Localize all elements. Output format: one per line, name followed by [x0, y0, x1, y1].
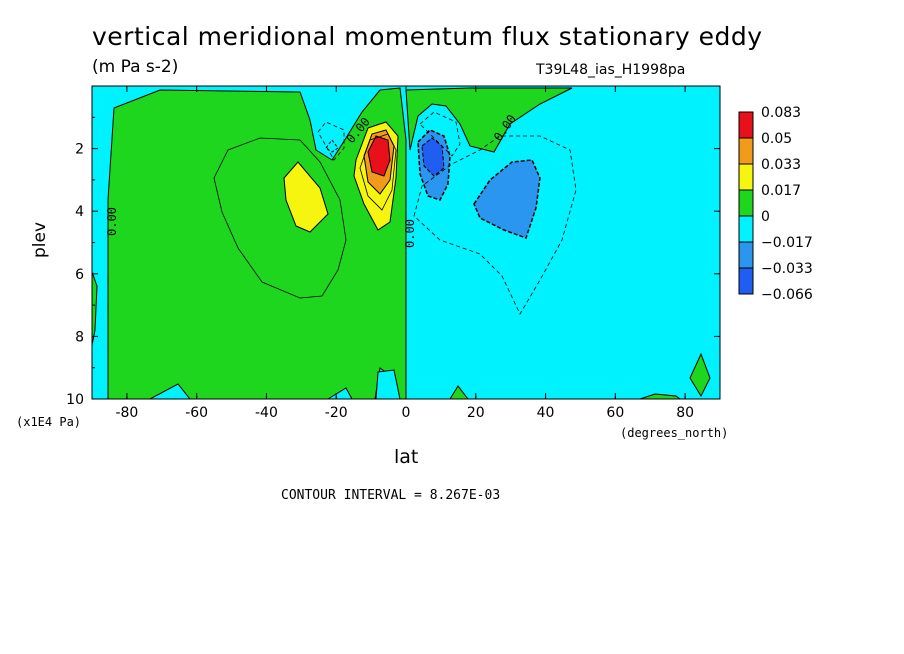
x-tick-label: -40 — [255, 405, 278, 421]
y-axis-unit: (x1E4 Pa) — [16, 415, 82, 429]
axes: -80 -60 -40 -20 0 20 40 60 80 2 4 6 8 10 — [66, 86, 720, 421]
x-tick-label: 60 — [606, 405, 624, 421]
colorbar-swatch — [738, 189, 754, 217]
fill-green-sh — [107, 87, 407, 399]
contour-interval: CONTOUR INTERVAL = 8.267E-03 — [281, 488, 501, 503]
fill-cyan-hole-top — [325, 139, 339, 153]
chart-title: vertical meridional momentum flux statio… — [92, 22, 763, 51]
colorbar-swatch — [738, 215, 754, 243]
y-tick-label: 8 — [75, 329, 84, 345]
contour-line-sh-0017 — [213, 137, 347, 299]
colorbar-label: 0.033 — [761, 157, 801, 173]
chart-units: (m Pa s-2) — [92, 57, 179, 77]
colorbar-label: 0.083 — [761, 105, 801, 121]
fill-darkblue-min-equator — [421, 137, 445, 177]
colorbar-swatch — [738, 267, 754, 295]
run-id: T39L48_ias_H1998pa — [536, 62, 686, 78]
y-tick-label: 2 — [75, 142, 84, 158]
contour-label: 0.00 — [403, 219, 417, 248]
colorbar: 0.083 0.05 0.033 0.017 0 −0.017 −0.033 −0.066 — [738, 105, 813, 303]
contour-line-top-neg — [317, 121, 345, 161]
colorbar-swatch — [738, 137, 754, 165]
contour-line-nh-neg — [413, 135, 577, 315]
colorbar-swatch — [738, 241, 754, 269]
filled-contours — [92, 86, 720, 399]
x-tick-label: -80 — [115, 405, 138, 421]
colorbar-swatch — [738, 163, 754, 191]
x-tick-label: 0 — [402, 405, 411, 421]
fill-yellow-sh-lobe — [283, 161, 329, 233]
x-tick-label: 80 — [676, 405, 694, 421]
colorbar-label: 0.017 — [761, 183, 801, 199]
colorbar-label: −0.017 — [761, 235, 813, 251]
x-tick-label: 20 — [467, 405, 485, 421]
fill-green-patch-bottom2 — [639, 393, 681, 399]
x-tick-label: 40 — [537, 405, 555, 421]
x-tick-label: -60 — [185, 405, 208, 421]
colorbar-label: 0.05 — [761, 131, 792, 147]
y-tick-label: 4 — [75, 204, 84, 220]
fill-green-patch-bottom — [449, 385, 469, 399]
y-tick-label: 6 — [75, 267, 84, 283]
fill-cyan-hole — [375, 369, 401, 399]
contour-line-inner-yellow — [359, 133, 397, 211]
fill-green-top — [405, 87, 573, 153]
y-tick-label: 10 — [66, 392, 84, 408]
colorbar-label: −0.033 — [761, 261, 813, 277]
fill-blue-min-nh — [473, 159, 541, 239]
x-tick-label: -20 — [325, 405, 348, 421]
fill-green-patch-left — [92, 271, 98, 346]
colorbar-label: −0.066 — [761, 287, 813, 303]
x-axis-unit: (degrees_north) — [620, 426, 729, 440]
colorbar-label: 0 — [761, 209, 770, 225]
x-axis-label: lat — [394, 446, 419, 468]
colorbar-swatch — [738, 111, 754, 139]
fill-red-max — [367, 135, 391, 177]
contour-label: 0.00 — [105, 207, 119, 236]
contour-lines — [213, 111, 577, 315]
contour-line-top-neg2 — [419, 111, 461, 157]
fill-green-patch-right — [689, 352, 711, 398]
